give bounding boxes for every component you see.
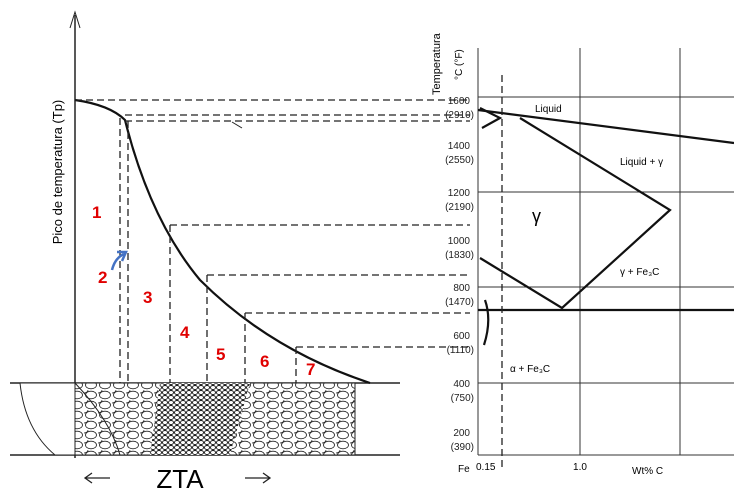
axis-label: Pico de temperatura (Tp) [50, 100, 65, 245]
weld-metal [20, 383, 75, 455]
region-label: γ [532, 206, 541, 226]
tick-c: 600 [453, 331, 470, 342]
zone-label: 6 [260, 352, 269, 371]
diagram: Pico de temperatura (Tp) 1 2 3 4 5 6 7 Z… [0, 0, 734, 490]
zone-label: 2 [98, 268, 107, 287]
grid [478, 48, 734, 455]
tick-c: 200 [453, 428, 470, 439]
zone-label: 5 [216, 345, 225, 364]
tick-f: (1110) [447, 345, 474, 356]
zone-label: 1 [92, 203, 101, 222]
zone-label: 4 [180, 323, 190, 342]
projection-lines [75, 100, 470, 383]
phase-lines [478, 108, 734, 345]
tick-f: (1470) [445, 297, 474, 308]
tick-f: (2190) [445, 202, 474, 213]
x-label: Fe [458, 464, 470, 475]
region-label: Liquid + γ [620, 157, 663, 168]
tick-c: 1200 [448, 188, 471, 199]
tick-f: (2550) [445, 155, 474, 166]
tick-f: (750) [451, 393, 474, 404]
x-label: 1.0 [573, 462, 587, 473]
tick-c: 1000 [448, 236, 471, 247]
pointer-arrow [112, 252, 126, 270]
axis-unit: °C (°F) [454, 49, 465, 80]
x-label: Wt% C [632, 466, 663, 477]
region-label: Liquid [535, 104, 562, 115]
tick-c: 800 [453, 283, 470, 294]
region-label: γ + Fe₃C [620, 267, 659, 278]
x-label: 0.15 [476, 462, 496, 473]
tick-f: (2910) [445, 110, 474, 121]
axis-title: Temperatura [431, 32, 443, 95]
peak-temp-curve [75, 100, 370, 383]
tick-c: 400 [453, 379, 470, 390]
tick-f: (1830) [445, 250, 474, 261]
left-diagram: Pico de temperatura (Tp) 1 2 3 4 5 6 7 Z… [10, 12, 470, 490]
tick-c: 1600 [448, 96, 471, 107]
tick-c: 1400 [448, 141, 471, 152]
region-label: α + Fe₃C [510, 364, 550, 375]
tick-f: (390) [451, 442, 474, 453]
zone-label: 3 [143, 288, 152, 307]
zone-label: 7 [306, 360, 315, 379]
phase-diagram: Temperatura °C (°F) 1600 (2910) 1400 (25… [431, 32, 734, 477]
zta-label: ZTA [156, 464, 204, 490]
